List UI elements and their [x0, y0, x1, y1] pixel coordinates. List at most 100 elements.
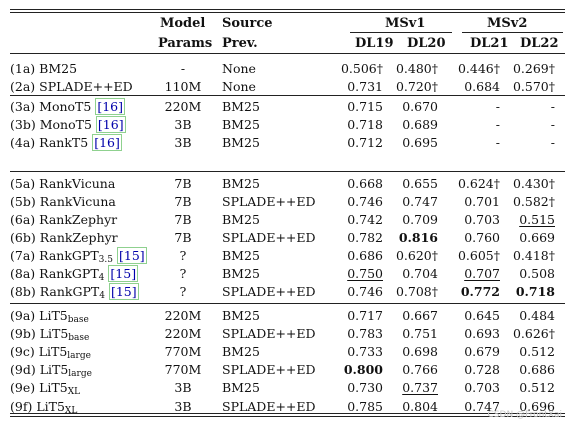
- method-name: LiT5: [39, 380, 68, 396]
- table-row: (9a) LiT5base 220M BM25 0.717 0.667 0.645 0.48…: [10, 308, 565, 325]
- score-cell-dl20: 0.804: [402, 398, 438, 414]
- group-separator: [10, 95, 565, 96]
- score-cell-dl21: 0.624†: [457, 176, 500, 191]
- score-cell-dl19: 0.733: [347, 344, 383, 360]
- citation-link[interactable]: 15: [108, 283, 139, 300]
- score-cell-dl21: 0.645: [464, 308, 500, 323]
- score-cell-dl19: 0.668: [347, 176, 383, 191]
- table-row: (8a) RankGPT4 15? BM25 0.750 0.704 0.707 0.50…: [10, 265, 565, 283]
- score-cell-dl20: 0.689: [402, 117, 438, 132]
- score-cell-dl19: 0.506†: [340, 61, 383, 76]
- method-cell: (9d) LiT5large: [10, 362, 92, 379]
- score-cell-dl19: 0.715: [347, 99, 383, 114]
- header-dl21: DL21: [470, 36, 509, 51]
- row-id: (2a): [10, 79, 36, 94]
- method-name: RankZephyr: [39, 230, 118, 245]
- row-id: (5b): [10, 194, 36, 209]
- score-cell-dl22: 0.484: [519, 308, 555, 323]
- source-cell: BM25: [222, 380, 260, 396]
- citation-link[interactable]: 16: [92, 134, 122, 151]
- score-cell-dl21: 0.703: [464, 212, 500, 227]
- method-name: BM25: [39, 61, 78, 76]
- method-cell: (9c) LiT5large: [10, 344, 91, 361]
- row-id: (5a): [10, 176, 36, 191]
- params-cell: 770M: [164, 344, 202, 360]
- source-cell: BM25: [222, 344, 260, 360]
- score-cell-dl20: 0.816: [398, 230, 438, 245]
- table-row: (9b) LiT5base 220M SPLADE++ED 0.783 0.751 0.6…: [10, 326, 565, 344]
- score-cell-dl19: 0.783: [347, 326, 383, 342]
- row-id: (9d): [10, 362, 36, 378]
- method-cell: (6a) RankZephyr: [10, 212, 117, 228]
- method-name: LiT5: [36, 398, 65, 414]
- score-cell-dl20: 0.655: [402, 176, 438, 191]
- score-cell-dl19: 0.785: [347, 398, 383, 414]
- row-id: (8a): [10, 266, 36, 281]
- row-id: (9f): [10, 398, 33, 414]
- source-cell: None: [222, 61, 256, 76]
- row-id: (7a): [10, 248, 36, 263]
- header-model-params-l1: Model: [160, 16, 206, 31]
- score-cell-dl22: 0.686: [519, 362, 555, 378]
- method-subscript: XL: [64, 405, 78, 416]
- table-row: (9d) LiT5large 770M SPLADE++ED 0.800 0.766 0.…: [10, 362, 565, 379]
- method-name: RankT5: [39, 135, 89, 150]
- table-row: (9e) LiT5XL 3B BM25 0.730 0.737 0.703 0.512: [10, 380, 565, 397]
- method-subscript: 4: [98, 273, 105, 283]
- score-cell-dl21: 0.684: [464, 79, 500, 94]
- score-cell-dl20: 0.751: [402, 326, 438, 342]
- method-name: RankVicuna: [39, 194, 116, 209]
- row-id: (3b): [10, 117, 36, 132]
- score-cell-dl19: 0.730: [347, 380, 383, 396]
- score-cell-dl21: 0.707: [464, 266, 500, 281]
- params-cell: 110M: [164, 79, 202, 94]
- method-subscript: base: [68, 333, 90, 344]
- method-name: RankZephyr: [39, 212, 118, 227]
- top-rule-2: [10, 12, 565, 13]
- method-subscript: 3.5: [98, 255, 113, 265]
- score-cell-dl21: 0.728: [464, 362, 500, 378]
- source-cell: BM25: [222, 212, 260, 227]
- score-cell-dl20: 0.708†: [395, 284, 438, 299]
- score-cell-dl21: -: [495, 99, 500, 114]
- citation-link[interactable]: 15: [116, 247, 147, 264]
- source-cell: BM25: [222, 248, 260, 263]
- method-name: LiT5: [39, 362, 69, 378]
- table-row: (3a) MonoT5 16 220M BM25 0.715 0.670 - -: [10, 98, 565, 115]
- score-cell-dl22: 0.508: [519, 266, 555, 281]
- source-cell: None: [222, 79, 256, 94]
- table-row: (9c) LiT5large 770M BM25 0.733 0.698 0.679 0.5…: [10, 344, 565, 361]
- score-cell-dl19: 0.718: [347, 117, 383, 132]
- method-name: LiT5: [38, 344, 68, 360]
- row-id: (4a): [10, 135, 36, 150]
- method-cell: (5b) RankVicuna: [10, 194, 116, 210]
- params-cell: 770M: [164, 362, 202, 378]
- params-cell: 3B: [174, 117, 192, 132]
- table-row: (5a) RankVicuna 7B BM25 0.668 0.655 0.624† 0.4…: [10, 176, 565, 192]
- method-name: RankGPT: [39, 284, 100, 299]
- citation-link[interactable]: 16: [95, 98, 126, 115]
- citation-link[interactable]: 15: [108, 265, 139, 282]
- method-name: MonoT5: [39, 117, 92, 132]
- row-id: (6b): [10, 230, 36, 245]
- method-cell: (2a) SPLADE++ED: [10, 79, 133, 95]
- table-row: (6b) RankZephyr 7B SPLADE++ED 0.782 0.816 0.7…: [10, 230, 565, 246]
- table-row: (1a) BM25 - None 0.506† 0.480† 0.446† 0.269†: [10, 61, 565, 77]
- score-cell-dl19: 0.746: [347, 284, 383, 299]
- params-cell: 220M: [164, 99, 202, 114]
- score-cell-dl22: 0.696: [519, 398, 555, 414]
- score-cell-dl21: 0.693: [464, 326, 500, 342]
- score-cell-dl19: 0.717: [347, 308, 383, 323]
- row-id: (8b): [10, 284, 36, 299]
- citation-link[interactable]: 16: [95, 116, 126, 133]
- score-cell-dl19: 0.746: [347, 194, 383, 209]
- method-name: LiT5: [39, 308, 68, 323]
- watermark: CSDN @FrontXai: [487, 410, 562, 420]
- table-row: (4a) RankT5 16 3B BM25 0.712 0.695 - -: [10, 134, 565, 151]
- source-cell: SPLADE++ED: [222, 326, 316, 342]
- method-cell: (3a) MonoT5 16: [10, 98, 126, 115]
- row-id: (9e): [10, 380, 36, 396]
- row-id: (9b): [10, 326, 36, 342]
- header-dl19: DL19: [355, 36, 394, 51]
- method-cell: (3b) MonoT5 16: [10, 116, 126, 133]
